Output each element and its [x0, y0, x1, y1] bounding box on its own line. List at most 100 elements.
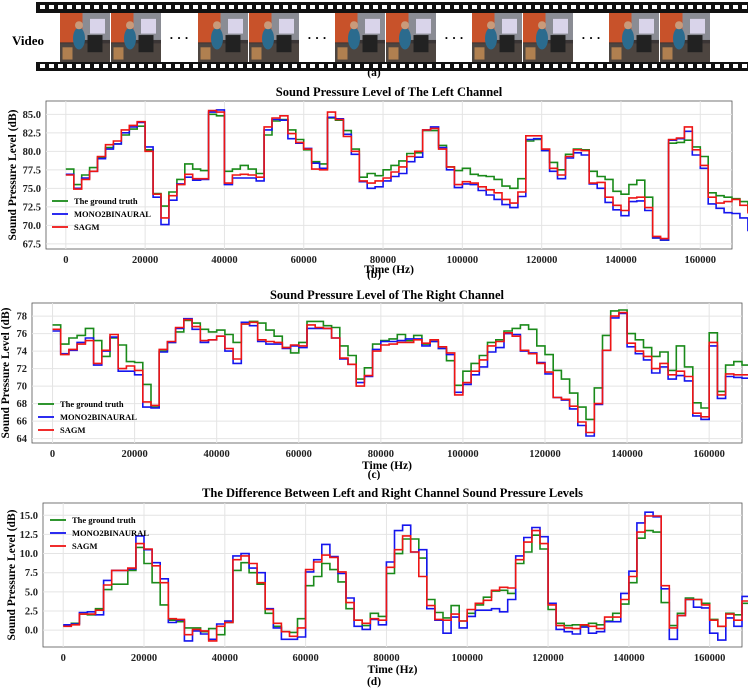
film-perforation — [373, 64, 378, 68]
film-perforation — [94, 5, 99, 9]
film-perforation — [211, 64, 216, 68]
x-tick-label: 40000 — [204, 449, 230, 460]
y-axis-label: Sound Pressure Level (dB) — [6, 509, 18, 640]
film-perforation — [589, 64, 594, 68]
film-perforation — [364, 5, 369, 9]
film-perforation — [400, 5, 405, 9]
film-perforation — [445, 5, 450, 9]
film-perforation — [301, 5, 306, 9]
film-perforation — [310, 64, 315, 68]
film-perforation — [337, 64, 342, 68]
film-perforation — [202, 5, 207, 9]
film-perforation — [508, 5, 513, 9]
film-perforation — [49, 64, 54, 68]
film-perforation — [157, 5, 162, 9]
y-tick-label: 85.0 — [23, 110, 41, 121]
film-perforation — [643, 64, 648, 68]
film-perforation — [400, 64, 405, 68]
film-perforation — [508, 64, 513, 68]
y-tick-label: 70.0 — [23, 221, 41, 232]
film-perforation — [346, 5, 351, 9]
filmstrip: · · · · · · · · · · · · — [36, 2, 748, 71]
film-perforation — [391, 64, 396, 68]
x-tick-label: 100000 — [451, 653, 483, 664]
film-perforation — [697, 64, 702, 68]
film-perforation — [220, 5, 225, 9]
x-tick-label: 60000 — [286, 449, 312, 460]
film-perforation — [229, 5, 234, 9]
film-perforation — [274, 64, 279, 68]
film-perforation — [688, 64, 693, 68]
legend-entry: The ground truth — [72, 515, 136, 525]
x-tick-label: 20000 — [132, 255, 158, 266]
film-perforation — [40, 5, 45, 9]
x-axis-label: Time (Hz) — [364, 264, 414, 276]
film-perforation — [94, 64, 99, 68]
legend: The ground truth MONO2BINAURAL SAGM — [50, 515, 149, 551]
film-perforation — [103, 5, 108, 9]
film-perforation — [184, 64, 189, 68]
legend-entry: SAGM — [72, 541, 98, 551]
film-perforation — [373, 5, 378, 9]
film-perforation — [418, 64, 423, 68]
x-tick-label: 80000 — [373, 653, 399, 664]
film-perforation — [643, 5, 648, 9]
film-perforation — [148, 5, 153, 9]
film-perforation — [490, 5, 495, 9]
film-perforation — [130, 5, 135, 9]
film-perforation — [355, 5, 360, 9]
film-perforation — [76, 64, 81, 68]
film-perforation — [562, 5, 567, 9]
x-tick-label: 0 — [61, 653, 66, 664]
legend-entry: MONO2BINAURAL — [74, 209, 151, 219]
film-perforation — [229, 64, 234, 68]
film-perforation — [481, 64, 486, 68]
film-perforation — [679, 64, 684, 68]
film-perforation — [265, 5, 270, 9]
film-perforation — [499, 64, 504, 68]
chart-title: The Difference Between Left and Right Ch… — [202, 486, 583, 500]
legend-entry: The ground truth — [60, 399, 124, 409]
chart-title: Sound Pressure Level of The Left Channel — [276, 85, 503, 99]
chart-title: Sound Pressure Level of The Right Channe… — [270, 288, 505, 302]
film-perforation — [517, 5, 522, 9]
film-perforation — [202, 64, 207, 68]
film-perforation — [544, 5, 549, 9]
film-perforation — [112, 5, 117, 9]
film-perforation — [634, 64, 639, 68]
film-perforation — [103, 64, 108, 68]
film-perforation — [382, 5, 387, 9]
film-perforation — [211, 5, 216, 9]
film-perforation — [274, 5, 279, 9]
y-tick-label: 5.0 — [25, 587, 38, 598]
y-tick-label: 64 — [17, 434, 28, 445]
film-perforation — [733, 64, 738, 68]
video-frame — [386, 13, 436, 62]
panel-label-a: (a) — [367, 67, 381, 79]
difference-chart: 0.0 2.5 5.0 7.5 10.0 12.5 15.0 0 20000 40000 60000… — [6, 486, 748, 688]
x-tick-label: 40000 — [212, 653, 238, 664]
film-perforation — [364, 64, 369, 68]
film-perforation — [436, 64, 441, 68]
y-tick-label: 76 — [17, 329, 28, 340]
right-channel-chart: 64 66 68 70 72 74 76 78 0 20000 40000 60000 80000 100… — [0, 288, 748, 480]
film-perforation — [553, 5, 558, 9]
x-tick-label: 120000 — [526, 255, 558, 266]
video-frame — [111, 13, 161, 62]
video-frame — [249, 13, 299, 62]
film-perforation — [706, 64, 711, 68]
film-perforation — [670, 64, 675, 68]
legend-entry: SAGM — [74, 222, 100, 232]
y-tick-label: 75.0 — [23, 184, 41, 195]
film-perforation — [175, 5, 180, 9]
x-tick-label: 160000 — [693, 449, 725, 460]
left-channel-chart: 67.5 70.0 72.5 75.0 77.5 80.0 82.5 85.0 0 20000 40… — [7, 85, 748, 280]
film-perforation — [121, 5, 126, 9]
frame-ellipsis: · · · — [581, 30, 601, 45]
series-line-sagm — [52, 311, 748, 434]
film-perforation — [193, 5, 198, 9]
film-perforation — [283, 64, 288, 68]
film-perforation — [166, 64, 171, 68]
film-perforation — [634, 5, 639, 9]
film-perforation — [148, 64, 153, 68]
